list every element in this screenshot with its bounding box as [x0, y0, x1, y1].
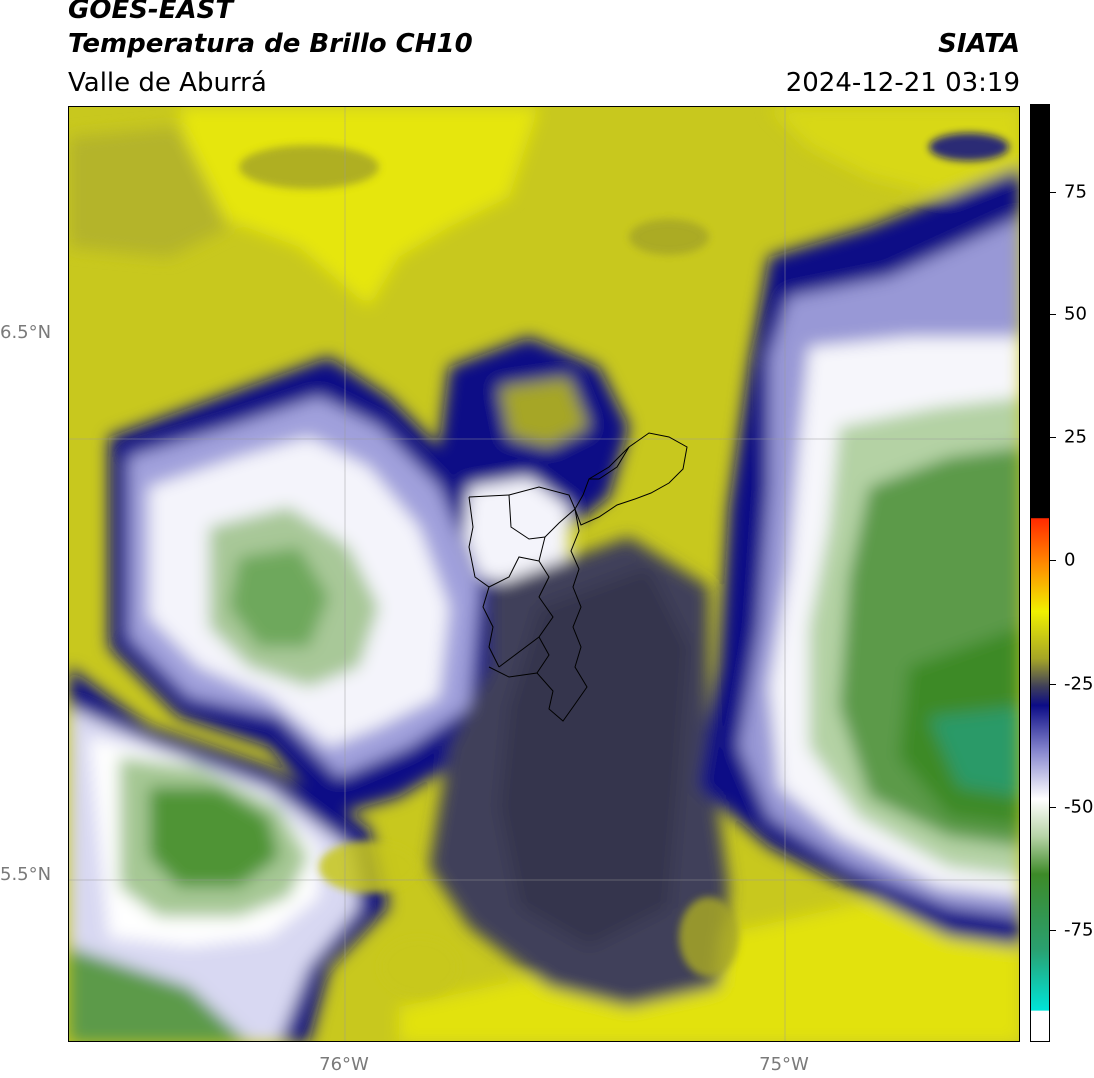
region-label: Valle de Aburrá	[68, 68, 267, 98]
lon-label-76w: 76°W	[319, 1054, 369, 1075]
colorbar-tick-minus-75: -75	[1064, 919, 1094, 941]
product-title: GOES-EAST	[68, 0, 234, 25]
colorbar-tick-25: 25	[1064, 426, 1087, 448]
brightness-temperature-map	[68, 106, 1020, 1042]
organization-label: SIATA	[938, 29, 1020, 59]
colorbar-tick-0: 0	[1064, 549, 1076, 571]
colorbar-tick-minus-50: -50	[1064, 796, 1094, 818]
timestamp: 2024-12-21 03:19	[785, 68, 1020, 98]
colorbar-tick-75: 75	[1064, 181, 1087, 203]
lon-label-75w: 75°W	[759, 1054, 809, 1075]
temperature-colorbar	[1030, 104, 1050, 1042]
colorbar-tick-minus-25: -25	[1064, 673, 1094, 695]
lat-label-5-5n: 5.5°N	[0, 864, 52, 885]
colorbar-gradient	[1031, 105, 1049, 1041]
municipal-boundaries	[468, 432, 688, 722]
graticule	[69, 107, 1019, 1041]
product-subtitle: Temperatura de Brillo CH10	[68, 29, 473, 59]
lat-label-6-5n: 6.5°N	[0, 322, 52, 343]
colorbar-tick-50: 50	[1064, 303, 1087, 325]
